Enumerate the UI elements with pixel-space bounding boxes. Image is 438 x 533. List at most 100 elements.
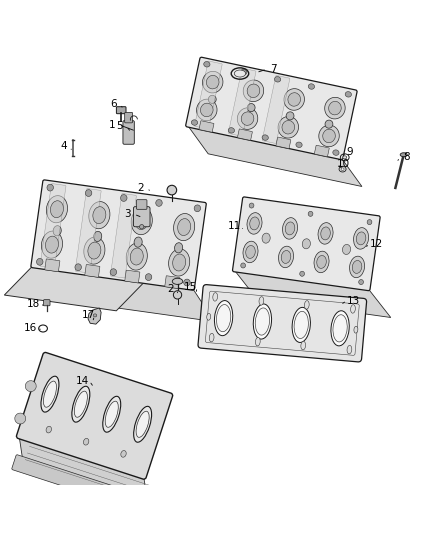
Text: 17: 17 <box>81 310 95 320</box>
Ellipse shape <box>308 84 314 89</box>
Ellipse shape <box>343 156 347 159</box>
Ellipse shape <box>345 92 351 97</box>
Ellipse shape <box>74 391 87 417</box>
Ellipse shape <box>215 301 233 336</box>
Ellipse shape <box>175 295 180 298</box>
Ellipse shape <box>400 153 407 157</box>
Ellipse shape <box>208 95 216 103</box>
Ellipse shape <box>47 184 53 191</box>
Text: 1: 1 <box>109 119 115 130</box>
FancyBboxPatch shape <box>237 129 252 140</box>
Text: 14: 14 <box>76 376 89 386</box>
Text: 18: 18 <box>27 298 40 309</box>
Ellipse shape <box>156 199 162 206</box>
Ellipse shape <box>283 217 297 239</box>
Polygon shape <box>187 125 362 187</box>
Text: 3: 3 <box>124 209 131 219</box>
Ellipse shape <box>333 314 347 342</box>
FancyBboxPatch shape <box>125 112 133 123</box>
Ellipse shape <box>173 214 195 241</box>
Ellipse shape <box>84 237 105 264</box>
Text: 5: 5 <box>117 121 123 131</box>
Ellipse shape <box>246 246 255 259</box>
FancyBboxPatch shape <box>123 120 134 144</box>
Ellipse shape <box>184 279 190 286</box>
Ellipse shape <box>213 293 218 301</box>
Ellipse shape <box>167 185 177 195</box>
FancyBboxPatch shape <box>110 193 136 278</box>
Ellipse shape <box>247 103 255 111</box>
Ellipse shape <box>41 376 59 412</box>
Ellipse shape <box>302 239 311 249</box>
Ellipse shape <box>204 61 210 67</box>
Text: 15: 15 <box>184 282 197 292</box>
Ellipse shape <box>294 311 308 338</box>
Ellipse shape <box>234 70 246 77</box>
Ellipse shape <box>333 150 339 155</box>
Ellipse shape <box>191 120 198 125</box>
Ellipse shape <box>131 207 152 235</box>
Ellipse shape <box>352 261 362 273</box>
FancyBboxPatch shape <box>75 189 101 273</box>
Ellipse shape <box>279 246 293 268</box>
Ellipse shape <box>314 251 329 273</box>
Ellipse shape <box>120 195 127 201</box>
Ellipse shape <box>134 237 142 247</box>
Ellipse shape <box>134 406 152 442</box>
Text: 8: 8 <box>403 152 410 163</box>
Ellipse shape <box>331 311 349 346</box>
Ellipse shape <box>130 248 143 265</box>
Ellipse shape <box>173 290 182 299</box>
Text: 9: 9 <box>346 147 353 157</box>
Ellipse shape <box>285 222 295 235</box>
Ellipse shape <box>296 142 302 148</box>
Ellipse shape <box>93 314 97 317</box>
FancyBboxPatch shape <box>117 107 126 114</box>
Ellipse shape <box>247 213 262 234</box>
Ellipse shape <box>88 242 101 259</box>
Text: 11: 11 <box>228 221 241 231</box>
Ellipse shape <box>308 211 313 216</box>
FancyBboxPatch shape <box>276 137 291 149</box>
FancyBboxPatch shape <box>262 76 290 143</box>
Ellipse shape <box>103 397 121 432</box>
Ellipse shape <box>304 301 309 309</box>
Ellipse shape <box>321 227 330 240</box>
Ellipse shape <box>262 135 268 140</box>
Ellipse shape <box>46 236 59 253</box>
Ellipse shape <box>46 196 67 223</box>
Ellipse shape <box>145 274 152 280</box>
Ellipse shape <box>178 219 191 236</box>
Ellipse shape <box>243 80 264 102</box>
Ellipse shape <box>36 259 43 265</box>
Ellipse shape <box>319 125 339 147</box>
Ellipse shape <box>53 225 61 236</box>
Text: 2: 2 <box>137 183 144 193</box>
Ellipse shape <box>359 279 364 285</box>
Ellipse shape <box>207 313 211 320</box>
Ellipse shape <box>84 439 89 445</box>
Ellipse shape <box>169 249 190 276</box>
Ellipse shape <box>300 271 304 276</box>
Ellipse shape <box>241 112 254 125</box>
Ellipse shape <box>202 71 223 93</box>
Text: 10: 10 <box>337 159 350 169</box>
FancyBboxPatch shape <box>40 183 66 268</box>
Ellipse shape <box>281 251 291 263</box>
Ellipse shape <box>288 93 300 106</box>
FancyBboxPatch shape <box>43 300 50 306</box>
Text: 13: 13 <box>347 296 360 305</box>
Polygon shape <box>88 308 101 324</box>
Ellipse shape <box>85 190 92 197</box>
Ellipse shape <box>105 401 118 427</box>
Ellipse shape <box>353 228 369 249</box>
Ellipse shape <box>325 98 345 119</box>
Ellipse shape <box>140 224 144 229</box>
Ellipse shape <box>172 278 183 285</box>
Ellipse shape <box>94 231 102 241</box>
Ellipse shape <box>259 297 264 305</box>
Ellipse shape <box>301 341 306 350</box>
Ellipse shape <box>318 223 333 244</box>
Ellipse shape <box>93 207 106 224</box>
Ellipse shape <box>343 245 350 254</box>
